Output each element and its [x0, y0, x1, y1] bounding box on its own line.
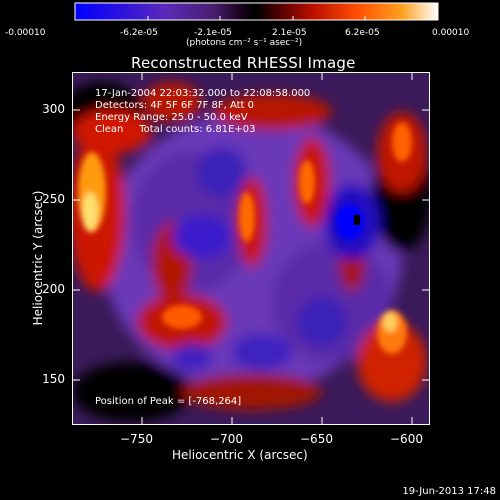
colorbar-tick-label: -0.00010 [5, 28, 46, 38]
clean-counts: Clean Total counts: 6.81E+03 [95, 124, 256, 135]
plot-title: Reconstructed RHESSI Image [131, 54, 356, 72]
plot-date: 19-Jun-2013 17:48 [402, 486, 496, 497]
x-tick-label: −600 [390, 432, 423, 446]
x-tick-label: −650 [300, 432, 333, 446]
detectors-info: Detectors: 4F 5F 6F 7F 8F, Att 0 [95, 100, 255, 111]
colorbar-tick-label: 0.00010 [432, 28, 470, 38]
x-tick-label: −700 [210, 432, 243, 446]
y-tick-label: 200 [42, 282, 65, 296]
y-tick-label: 150 [42, 372, 65, 386]
colorbar [74, 2, 439, 21]
colorbar-tick-label: -2.1e-05 [194, 28, 232, 38]
y-tick-label: 250 [42, 192, 65, 206]
colorbar-gradient [74, 2, 439, 21]
colorbar-tick-label: 6.2e-05 [345, 28, 380, 38]
colorbar-tick-label: 2.1e-05 [272, 28, 307, 38]
y-tick-label: 300 [42, 102, 65, 116]
colorbar-tick-label: -6.2e-05 [120, 28, 158, 38]
x-tick-label: −750 [120, 432, 153, 446]
y-axis-label: Heliocentric Y (arcsec) [31, 190, 45, 326]
rhessi-image [72, 72, 430, 425]
energy-range: Energy Range: 25.0 - 50.0 keV [95, 112, 248, 123]
colorbar-units: (photons cm⁻² s⁻¹ asec⁻²) [186, 38, 303, 48]
peak-position: Position of Peak = [-768,264] [95, 396, 242, 407]
colorbar-ticks [74, 16, 439, 20]
x-axis-label: Heliocentric X (arcsec) [172, 448, 308, 462]
observation-time: 17-Jan-2004 22:03:32.000 to 22:08:58.000 [95, 88, 311, 99]
